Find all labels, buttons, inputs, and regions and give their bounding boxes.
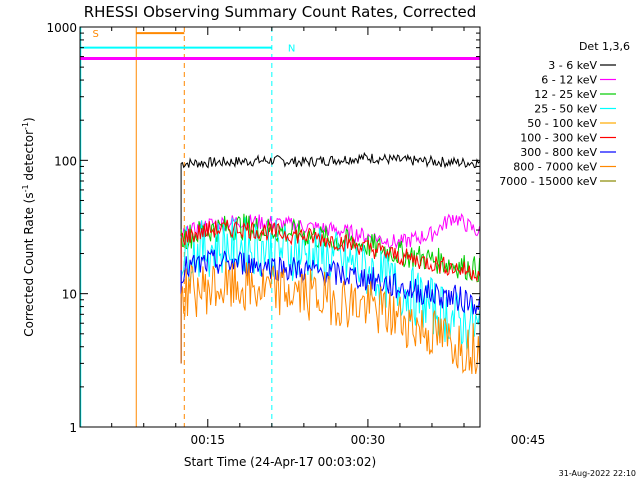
series-6-trace: [180, 261, 480, 375]
legend-label: 100 - 300 keV: [520, 132, 597, 145]
legend-label: 300 - 800 keV: [520, 146, 597, 159]
x-tick-label: 00:45: [511, 433, 546, 447]
legend-label: 25 - 50 keV: [534, 103, 597, 116]
flag-label-n: N: [288, 44, 295, 55]
y-tick-label: 1: [69, 421, 77, 435]
y-axis-label: Corrected Count Rate (s-1 detector-1): [21, 117, 36, 336]
series-3-trace: [180, 217, 480, 350]
x-axis-label: Start Time (24-Apr-17 00:03:02): [184, 455, 376, 469]
legend-title: Det 1,3,6: [579, 40, 630, 53]
flag-bars: SNA0A2: [80, 29, 480, 61]
plot-frame: [79, 26, 481, 428]
y-tick-label: 1000: [46, 21, 77, 35]
y-axis: 1 10 100 1000: [46, 21, 480, 435]
flag-label-s: S: [92, 29, 98, 40]
legend-label: 3 - 6 keV: [548, 59, 597, 72]
series-4-trace: [180, 219, 480, 283]
series-1-trace: [180, 213, 480, 250]
y-tick-label: 10: [62, 288, 77, 302]
legend-label: 50 - 100 keV: [527, 117, 597, 130]
x-tick-label: 00:30: [351, 433, 386, 447]
legend-label: 800 - 7000 keV: [513, 161, 597, 174]
footer-date: 31-Aug-2022 22:10: [559, 469, 636, 478]
legend-label: 6 - 12 keV: [541, 74, 597, 87]
legend-label: 7000 - 15000 keV: [499, 175, 597, 188]
series-0-trace: [180, 151, 480, 169]
y-tick-label: 100: [54, 154, 77, 168]
legend-label: 12 - 25 keV: [534, 88, 597, 101]
chart-title: RHESSI Observing Summary Count Rates, Co…: [84, 3, 477, 21]
series-6: [180, 261, 480, 375]
x-tick-label: 00:15: [190, 433, 225, 447]
